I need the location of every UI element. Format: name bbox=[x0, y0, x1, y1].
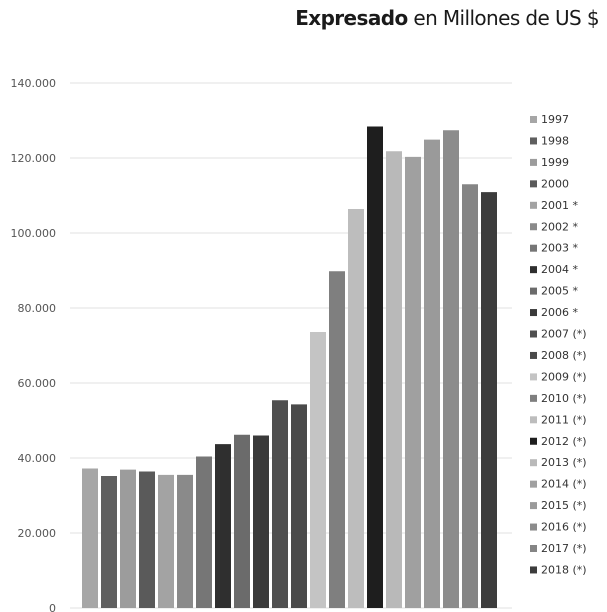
legend-swatch bbox=[530, 351, 537, 359]
legend-swatch bbox=[530, 566, 537, 574]
legend-label: 2018 (*) bbox=[541, 563, 587, 576]
bar-2006 bbox=[253, 435, 269, 608]
legend-swatch bbox=[530, 416, 537, 424]
bar-2011 bbox=[348, 209, 364, 608]
legend-swatch bbox=[530, 244, 537, 252]
legend-label: 2003 * bbox=[541, 242, 578, 255]
legend-label: 2011 (*) bbox=[541, 413, 587, 426]
legend-swatch bbox=[530, 373, 537, 381]
y-tick-label: 20.000 bbox=[18, 527, 57, 540]
legend-swatch bbox=[530, 459, 537, 467]
legend-swatch bbox=[530, 180, 537, 188]
y-tick-label: 0 bbox=[49, 602, 56, 612]
legend-label: 2000 bbox=[541, 177, 569, 190]
bar-2013 bbox=[386, 151, 402, 608]
legend-label: 2010 (*) bbox=[541, 392, 587, 405]
legend-label: 2009 (*) bbox=[541, 370, 587, 383]
legend-label: 1997 bbox=[541, 113, 569, 126]
bar-2017 bbox=[462, 184, 478, 608]
bar-1997 bbox=[82, 468, 98, 608]
legend-label: 2014 (*) bbox=[541, 478, 587, 491]
bar-2015 bbox=[424, 139, 440, 608]
legend-swatch bbox=[530, 223, 537, 231]
bar-2003 bbox=[196, 456, 212, 608]
legend-label: 2016 (*) bbox=[541, 521, 587, 534]
bar-2016 bbox=[443, 130, 459, 608]
legend-swatch bbox=[530, 309, 537, 317]
y-tick-label: 40.000 bbox=[18, 452, 57, 465]
legend-swatch bbox=[530, 502, 537, 510]
legend-swatch bbox=[530, 437, 537, 445]
bars bbox=[82, 126, 497, 608]
legend-label: 2008 (*) bbox=[541, 349, 587, 362]
bar-2012 bbox=[367, 126, 383, 608]
bar-2009 bbox=[310, 332, 326, 608]
legend-swatch bbox=[530, 394, 537, 402]
bar-1999 bbox=[120, 469, 136, 608]
legend-label: 2004 * bbox=[541, 263, 578, 276]
legend-swatch bbox=[530, 545, 537, 552]
bar-2000 bbox=[139, 471, 155, 608]
chart-title: Expresado en Millones de US $ bbox=[295, 6, 599, 30]
legend-label: 2001 * bbox=[541, 199, 578, 212]
legend-swatch bbox=[530, 116, 537, 123]
bar-1998 bbox=[101, 476, 117, 608]
bar-2018 bbox=[481, 192, 497, 608]
legend-label: 2007 (*) bbox=[541, 328, 587, 341]
bar-2004 bbox=[215, 444, 231, 608]
legend: 1997 1998 1999 2000 2001 * 2002 * 2003 * 2004 *… bbox=[530, 113, 587, 576]
bar-2014 bbox=[405, 156, 421, 608]
legend-swatch bbox=[530, 480, 537, 488]
legend-swatch bbox=[530, 330, 537, 338]
legend-label: 2002 * bbox=[541, 220, 578, 233]
y-tick-label: 100.000 bbox=[11, 227, 57, 240]
legend-label: 2013 (*) bbox=[541, 456, 587, 469]
bar-2008 bbox=[291, 404, 307, 608]
legend-swatch bbox=[530, 201, 537, 209]
bar-2010 bbox=[329, 271, 345, 608]
legend-label: 2005 * bbox=[541, 285, 578, 298]
legend-swatch bbox=[530, 266, 537, 274]
legend-swatch bbox=[530, 137, 537, 145]
legend-label: 2012 (*) bbox=[541, 435, 587, 448]
chart-title-rest: en Millones de US $ bbox=[413, 6, 599, 30]
legend-swatch bbox=[530, 158, 537, 166]
bar-2007 bbox=[272, 400, 288, 608]
legend-label: 2006 * bbox=[541, 306, 578, 319]
bar-2002 bbox=[177, 474, 193, 608]
y-tick-label: 140.000 bbox=[11, 77, 57, 90]
y-axis: 0 20.000 40.000 60.000 80.000 100.000 120.000 1… bbox=[11, 77, 57, 612]
legend-label: 1998 bbox=[541, 134, 569, 147]
y-tick-label: 120.000 bbox=[11, 152, 57, 165]
bar-2005 bbox=[234, 434, 250, 608]
y-tick-label: 60.000 bbox=[18, 377, 57, 390]
legend-label: 2015 (*) bbox=[541, 499, 587, 512]
legend-swatch bbox=[530, 287, 537, 295]
y-tick-label: 80.000 bbox=[18, 302, 57, 315]
legend-swatch bbox=[530, 523, 537, 531]
legend-label: 1999 bbox=[541, 156, 569, 169]
bar-2001 bbox=[158, 474, 174, 608]
legend-label: 2017 (*) bbox=[541, 542, 587, 555]
chart-title-bold: Expresado bbox=[295, 6, 408, 30]
